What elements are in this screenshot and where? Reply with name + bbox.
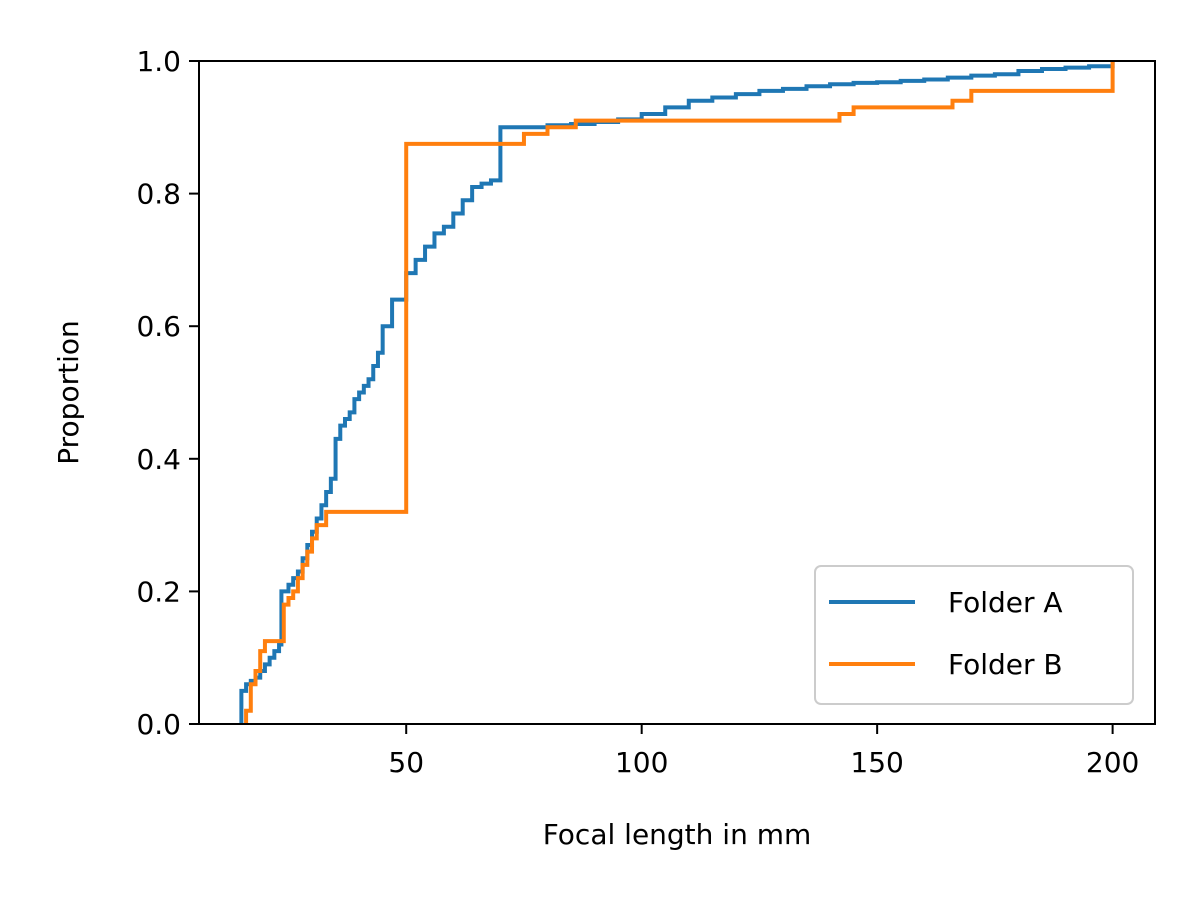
x-tick-label: 50	[388, 746, 424, 779]
y-tick-label: 0.8	[136, 178, 181, 211]
y-tick-label: 0.4	[136, 443, 181, 476]
series-line-folder-b	[244, 61, 1115, 724]
series-layer	[239, 61, 1115, 724]
x-tick-label: 100	[615, 746, 668, 779]
y-axis-ticks: 0.0 0.2 0.4 0.6 0.8 1.0	[136, 45, 199, 741]
x-tick-label: 150	[850, 746, 903, 779]
x-axis-label: Focal length in mm	[543, 818, 812, 851]
legend-label: Folder B	[948, 648, 1063, 681]
y-tick-label: 0.0	[136, 708, 181, 741]
series-line-folder-a	[239, 61, 1115, 724]
x-axis-ticks: 50 100 150 200	[388, 724, 1139, 779]
y-tick-label: 0.2	[136, 575, 181, 608]
axes-frame	[198, 60, 1156, 725]
y-axis-label: Proportion	[52, 320, 85, 464]
legend: Folder A Folder B	[814, 565, 1134, 705]
y-tick-label: 0.6	[136, 310, 181, 343]
legend-label: Folder A	[948, 586, 1063, 619]
y-tick-label: 1.0	[136, 45, 181, 78]
x-tick-label: 200	[1086, 746, 1139, 779]
